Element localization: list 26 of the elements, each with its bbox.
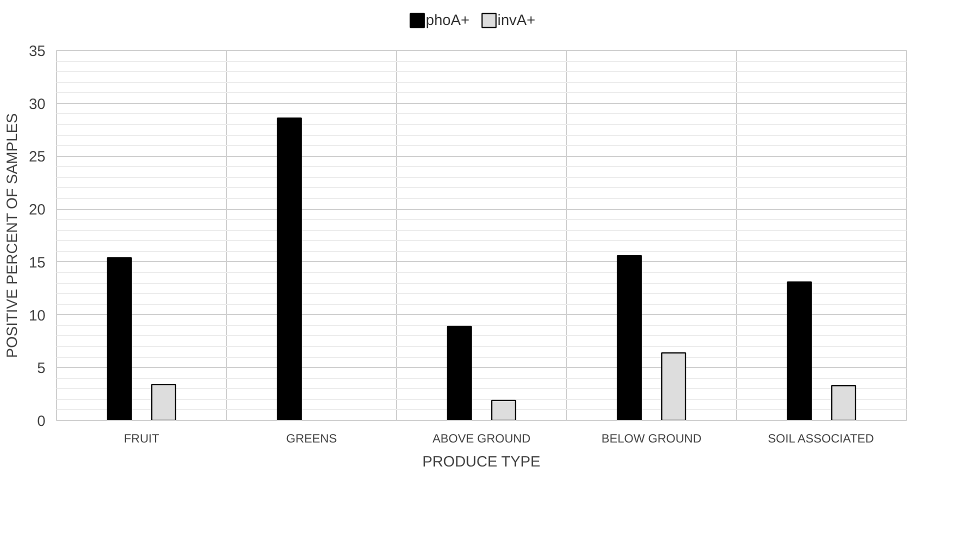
y-tick-label: 30 bbox=[28, 96, 46, 113]
bar bbox=[831, 385, 856, 420]
bar bbox=[491, 400, 516, 420]
bar bbox=[151, 384, 176, 420]
x-tick-label: ABOVE GROUND bbox=[432, 432, 531, 446]
bar bbox=[276, 118, 302, 420]
x-tick-label: GREENS bbox=[286, 432, 337, 446]
bar bbox=[786, 281, 812, 420]
legend-label: phoA+ bbox=[426, 12, 470, 29]
y-tick-label: 5 bbox=[37, 360, 46, 378]
y-tick-label: 0 bbox=[37, 413, 46, 430]
legend-label: invA+ bbox=[497, 12, 536, 29]
bar bbox=[661, 352, 686, 420]
bar bbox=[616, 254, 642, 420]
x-tick-label: SOIL ASSOCIATED bbox=[768, 432, 874, 446]
y-axis-title: POSITIVE PERCENT OF SAMPLES bbox=[4, 113, 21, 358]
y-tick-label: 25 bbox=[28, 148, 46, 166]
bar bbox=[106, 257, 132, 420]
y-tick-label: 10 bbox=[28, 307, 46, 324]
y-tick-label: 20 bbox=[28, 202, 46, 219]
x-axis-title: PRODUCE TYPE bbox=[422, 454, 540, 470]
bar bbox=[446, 326, 472, 420]
x-tick-label: BELOW GROUND bbox=[601, 432, 702, 446]
y-tick-label: 35 bbox=[28, 43, 46, 60]
x-tick-label: FRUIT bbox=[124, 432, 160, 446]
y-tick-label: 15 bbox=[28, 254, 46, 272]
